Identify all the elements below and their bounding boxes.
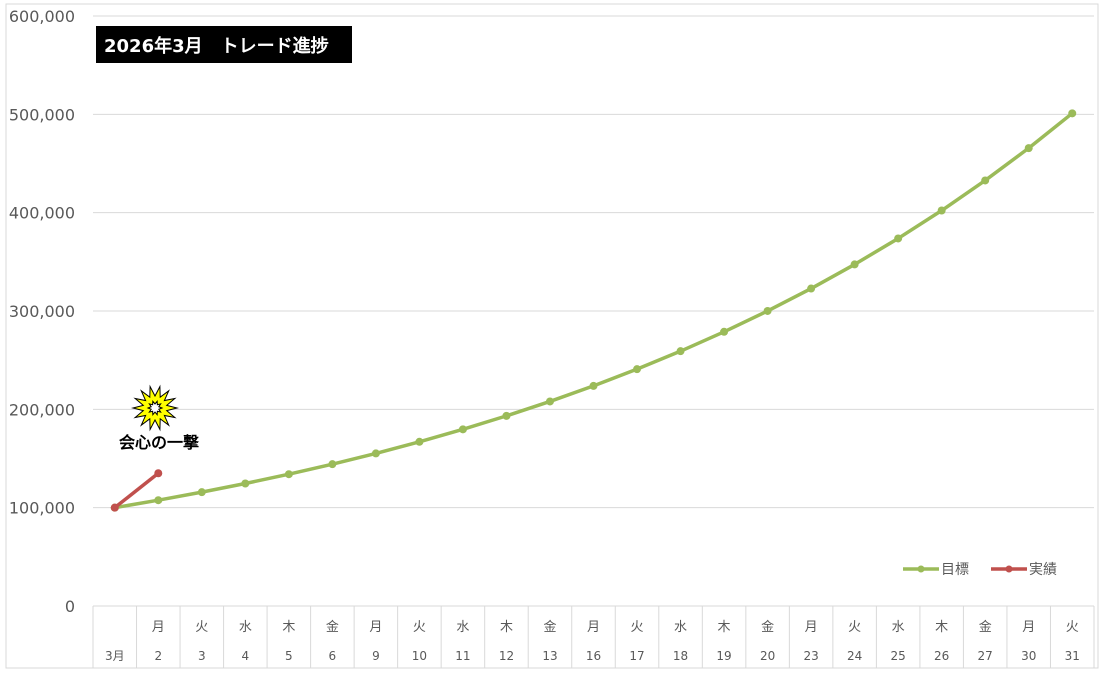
- x-weekday-label: 水: [892, 620, 905, 635]
- chart-title: 2026年3月 トレード進捗: [104, 35, 329, 57]
- data-point: [197, 488, 206, 497]
- data-point: [1068, 109, 1077, 118]
- data-point: [720, 327, 729, 336]
- x-tick-label: 27: [978, 649, 993, 663]
- x-tick-label: 23: [803, 649, 818, 663]
- x-weekday-label: 火: [413, 620, 426, 635]
- x-weekday-label: 水: [456, 620, 469, 635]
- x-tick-label: 11: [455, 649, 470, 663]
- x-tick-label: 13: [542, 649, 557, 663]
- data-point: [154, 496, 163, 505]
- x-weekday-label: 水: [239, 620, 252, 635]
- x-weekday-label: 月: [369, 620, 382, 635]
- x-tick-label: 10: [412, 649, 427, 663]
- data-point: [458, 425, 467, 434]
- x-weekday-label: 木: [935, 620, 948, 635]
- y-tick-label: 100,000: [9, 499, 75, 518]
- data-point: [1024, 144, 1033, 153]
- x-tick-label: 3月: [105, 649, 125, 663]
- x-weekday-label: 金: [979, 619, 992, 635]
- x-weekday-label: 月: [1022, 620, 1035, 635]
- x-tick-label: 20: [760, 649, 775, 663]
- y-tick-label: 0: [65, 597, 75, 616]
- data-point: [676, 347, 685, 356]
- x-tick-label: 26: [934, 649, 949, 663]
- data-point: [545, 397, 554, 406]
- chart-title-box: [96, 26, 352, 63]
- x-tick-label: 24: [847, 649, 862, 663]
- data-point: [937, 206, 946, 215]
- data-point: [328, 460, 337, 469]
- data-point: [284, 470, 293, 479]
- legend-marker: [1005, 565, 1013, 573]
- x-weekday-label: 金: [326, 619, 339, 635]
- data-point: [415, 437, 424, 446]
- x-tick-label: 18: [673, 649, 688, 663]
- data-point: [110, 503, 119, 512]
- x-weekday-label: 木: [500, 620, 513, 635]
- x-tick-label: 3: [198, 649, 206, 663]
- x-tick-label: 17: [629, 649, 644, 663]
- x-tick-label: 5: [285, 649, 293, 663]
- x-weekday-label: 月: [805, 620, 818, 635]
- data-point: [894, 234, 903, 243]
- series-line-1: [113, 471, 160, 510]
- annotation-text: 会心の一撃: [119, 433, 199, 452]
- data-point: [807, 284, 816, 293]
- data-point: [241, 479, 250, 488]
- x-tick-label: 31: [1065, 649, 1080, 663]
- x-tick-label: 16: [586, 649, 601, 663]
- data-point: [589, 381, 598, 390]
- x-weekday-label: 金: [543, 619, 556, 635]
- x-weekday-label: 火: [631, 620, 644, 635]
- x-tick-label: 9: [372, 649, 380, 663]
- y-tick-label: 600,000: [9, 7, 75, 26]
- data-point: [981, 176, 990, 185]
- x-weekday-label: 火: [1066, 620, 1079, 635]
- x-tick-label: 25: [891, 649, 906, 663]
- x-weekday-label: 月: [152, 620, 165, 635]
- x-weekday-label: 木: [718, 620, 731, 635]
- data-point: [502, 411, 511, 420]
- y-tick-label: 400,000: [9, 204, 75, 223]
- data-point: [850, 260, 859, 269]
- legend-label: 実績: [1029, 562, 1057, 578]
- data-point: [154, 469, 163, 478]
- x-weekday-label: 水: [674, 620, 687, 635]
- x-weekday-label: 金: [761, 619, 774, 635]
- x-tick-label: 12: [499, 649, 514, 663]
- x-weekday-label: 火: [848, 620, 861, 635]
- data-point: [633, 365, 642, 374]
- x-tick-label: 30: [1021, 649, 1036, 663]
- x-tick-label: 19: [716, 649, 731, 663]
- legend-label: 目標: [941, 562, 969, 578]
- legend-marker: [917, 565, 925, 573]
- y-tick-label: 200,000: [9, 400, 75, 419]
- data-point: [371, 449, 380, 458]
- y-tick-label: 500,000: [9, 105, 75, 124]
- x-tick-label: 6: [329, 649, 337, 663]
- x-tick-label: 4: [242, 649, 250, 663]
- x-weekday-label: 月: [587, 620, 600, 635]
- x-tick-label: 2: [154, 649, 162, 663]
- x-weekday-label: 火: [195, 620, 208, 635]
- data-point: [763, 306, 772, 315]
- x-weekday-label: 木: [282, 620, 295, 635]
- y-tick-label: 300,000: [9, 302, 75, 321]
- starburst-center: [146, 400, 164, 416]
